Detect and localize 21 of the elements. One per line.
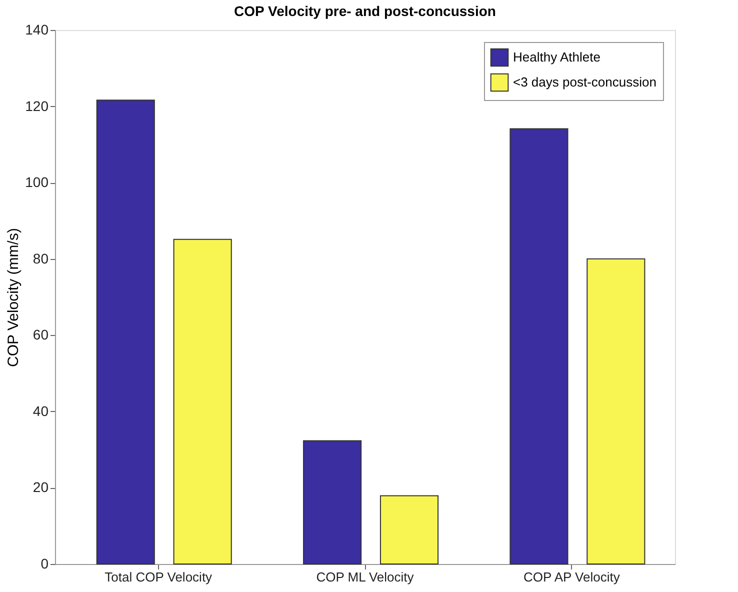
bar bbox=[173, 238, 232, 564]
y-tick-label: 140 bbox=[25, 22, 49, 38]
y-axis-title: COP Velocity (mm/s) bbox=[5, 228, 22, 367]
y-tick-label: 20 bbox=[32, 479, 49, 496]
x-tick-label: COP AP Velocity bbox=[523, 570, 620, 584]
y-tick-label: 60 bbox=[32, 326, 49, 343]
x-tick-label: COP ML Velocity bbox=[316, 570, 414, 584]
chart-title: COP Velocity pre- and post-concussion bbox=[234, 3, 496, 19]
y-tick-label: 120 bbox=[25, 98, 49, 114]
bar bbox=[380, 495, 439, 564]
y-tick-label: 80 bbox=[32, 250, 49, 266]
y-tick-label: 100 bbox=[25, 174, 49, 190]
x-tick-label: Total COP Velocity bbox=[104, 570, 213, 584]
bar bbox=[510, 128, 568, 564]
bar bbox=[586, 258, 646, 564]
bar bbox=[303, 440, 362, 564]
legend-label: Healthy Athlete bbox=[513, 50, 600, 64]
bar bbox=[96, 100, 155, 564]
legend-label: <3 days post-concussion bbox=[513, 74, 656, 90]
y-tick-label: 0 bbox=[40, 556, 49, 572]
y-tick-label: 40 bbox=[32, 402, 49, 419]
